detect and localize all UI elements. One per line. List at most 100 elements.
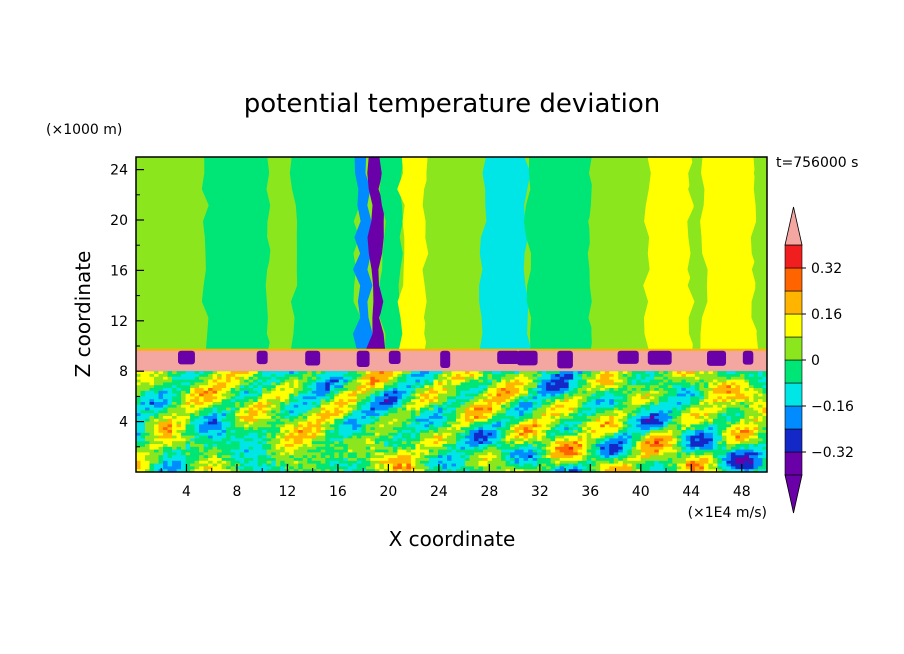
turbulent-cell [694,390,700,395]
turbulent-cell [451,427,457,431]
turbulent-cell [397,452,403,456]
turbulent-cell [478,449,484,453]
turbulent-cell [487,404,493,409]
turbulent-cell [199,379,205,383]
turbulent-cell [505,382,511,386]
turbulent-cell [640,399,646,403]
turbulent-cell [212,435,218,439]
turbulent-cell [262,458,268,462]
turbulent-cell [320,388,326,392]
turbulent-cell [721,410,728,414]
turbulent-cell [703,418,710,423]
turbulent-cell [446,446,453,451]
turbulent-cell [356,399,362,403]
turbulent-cell [555,416,561,420]
turbulent-cell [649,452,655,456]
upper-column [700,157,758,350]
turbulent-cell [712,399,719,403]
turbulent-cell [667,435,673,439]
turbulent-cell [676,416,682,420]
turbulent-cell [334,382,340,386]
turbulent-cell [185,379,191,383]
turbulent-cell [365,432,371,437]
turbulent-cell [379,432,385,437]
turbulent-cell [145,410,151,414]
turbulent-cell [510,404,516,409]
turbulent-cell [708,466,714,470]
turbulent-cell [316,463,322,467]
turbulent-cell [239,374,245,378]
turbulent-cell [627,455,633,459]
turbulent-cell [379,390,385,395]
turbulent-cell [442,388,448,392]
turbulent-cell [248,396,254,400]
turbulent-cell [618,469,624,472]
turbulent-cell [406,446,412,451]
turbulent-cell [136,458,142,462]
turbulent-cell [492,430,498,434]
turbulent-cell [334,444,340,448]
turbulent-cell [275,421,281,425]
turbulent-cell [645,466,651,470]
turbulent-cell [406,463,412,467]
turbulent-cell [361,449,367,453]
turbulent-cell [699,452,705,456]
turbulent-cell [694,421,700,425]
turbulent-cell [528,402,534,406]
turbulent-cell [311,432,317,437]
turbulent-cell [446,418,453,423]
turbulent-cell [140,390,146,395]
turbulent-cell [325,374,331,378]
turbulent-cell [235,449,241,453]
turbulent-cell [564,421,570,425]
turbulent-cell [262,379,268,383]
turbulent-cell [465,444,471,448]
turbulent-cell [703,438,710,442]
turbulent-cell [708,393,714,397]
turbulent-cell [248,444,254,448]
turbulent-cell [627,396,633,400]
turbulent-cell [663,416,669,420]
turbulent-cell [636,399,642,403]
turbulent-cell [406,432,412,437]
turbulent-cell [311,390,317,395]
turbulent-cell [307,441,313,445]
turbulent-cell [248,421,254,425]
turbulent-cell [244,388,250,392]
turbulent-cell [541,371,547,375]
turbulent-cell [329,388,335,392]
turbulent-cell [631,379,637,383]
turbulent-cell [415,458,421,462]
turbulent-cell [676,458,682,462]
turbulent-cell [397,396,403,400]
turbulent-cell [203,460,209,465]
turbulent-cell [460,390,466,395]
turbulent-cell [185,452,191,456]
turbulent-cell [244,374,250,378]
turbulent-cell [307,410,313,414]
turbulent-cell [140,424,146,428]
turbulent-cell [419,427,426,431]
turbulent-cell [703,396,710,400]
turbulent-cell [505,460,511,465]
turbulent-cell [483,416,489,420]
turbulent-cell [406,371,412,375]
turbulent-cell [316,449,322,453]
turbulent-cell [406,390,412,395]
turbulent-cell [451,374,457,378]
turbulent-cell [140,393,146,397]
turbulent-cell [478,416,484,420]
turbulent-cell [546,402,552,406]
turbulent-cell [654,424,660,428]
turbulent-cell [622,446,628,451]
turbulent-cell [451,441,457,445]
turbulent-cell [284,444,290,448]
turbulent-cell [586,390,592,395]
turbulent-cell [712,469,719,472]
turbulent-cell [244,441,250,445]
turbulent-cell [275,427,281,431]
turbulent-cell [640,371,646,375]
turbulent-cell [708,374,714,378]
turbulent-cell [406,427,412,431]
turbulent-cell [510,441,516,445]
